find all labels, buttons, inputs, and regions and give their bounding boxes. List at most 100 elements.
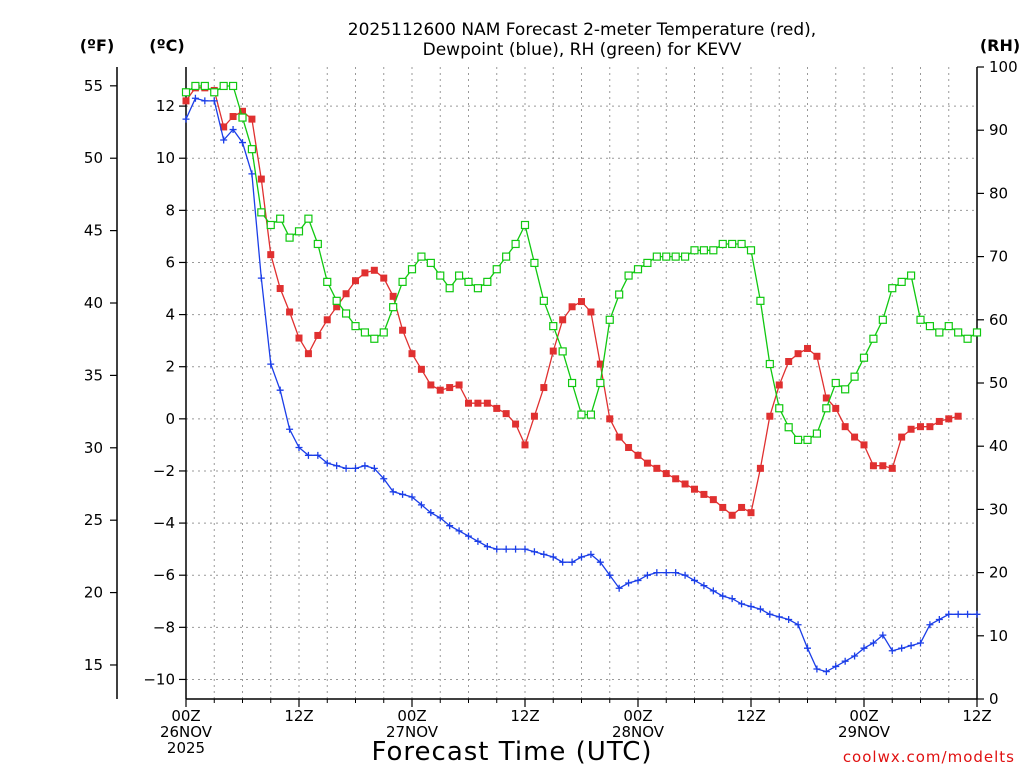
temperature-point — [813, 352, 821, 360]
dewpoint-point — [201, 97, 209, 105]
x-tick-label: 26NOV — [160, 723, 213, 741]
rh-point — [690, 246, 699, 255]
chart-title: 2025112600 NAM Forecast 2-meter Temperat… — [348, 20, 816, 40]
dewpoint-point — [182, 115, 190, 123]
temperature-point — [747, 509, 755, 517]
temperature-point — [276, 285, 284, 293]
dewpoint-point — [568, 558, 576, 566]
temperature-point — [512, 420, 520, 428]
temperature-point — [568, 303, 576, 311]
dewpoint-point — [935, 616, 943, 624]
temperature-point — [220, 123, 228, 131]
temperature-point — [483, 399, 491, 407]
temperature-point — [521, 441, 529, 449]
dewpoint-point — [220, 136, 228, 144]
celsius-tick-label: −10 — [143, 670, 175, 688]
series-temperature — [182, 84, 962, 519]
temperature-point — [559, 316, 567, 324]
rh-point — [436, 271, 445, 280]
rh-point — [181, 88, 191, 97]
temperature-point — [709, 496, 717, 504]
dewpoint-point — [747, 602, 755, 610]
dewpoint-point — [455, 527, 463, 535]
temperature-point — [257, 175, 265, 183]
temperature-point — [493, 404, 501, 412]
rh-point — [662, 252, 671, 261]
dewpoint-point — [333, 462, 341, 470]
rh-point — [699, 246, 709, 255]
celsius-tick-label: 6 — [165, 253, 175, 271]
temperature-point — [295, 334, 303, 342]
temperature-point — [333, 303, 341, 311]
temperature-point — [239, 107, 246, 115]
rh-point — [473, 284, 483, 293]
temperature-point — [643, 459, 651, 467]
dewpoint-point — [239, 139, 246, 147]
dewpoint-point — [436, 514, 444, 522]
dewpoint-point — [276, 386, 284, 394]
dewpoint-point — [389, 488, 397, 496]
rh-tick-label: 50 — [989, 374, 1008, 392]
dewpoint-point — [370, 464, 378, 472]
rh-point — [567, 378, 577, 388]
fahrenheit-tick-label: 30 — [84, 439, 103, 457]
dewpoint-point — [926, 621, 934, 629]
temperature-point — [615, 433, 623, 441]
dewpoint-point — [578, 553, 585, 561]
dewpoint-point — [672, 569, 680, 577]
rh-point — [869, 334, 878, 343]
temperature-point — [860, 441, 868, 449]
temperature-point — [794, 350, 802, 358]
temperature-point — [766, 412, 774, 420]
rh-point — [257, 208, 266, 217]
rh-point — [417, 252, 426, 261]
temperature-point — [229, 113, 237, 121]
dewpoint-point — [427, 509, 435, 517]
temperature-point — [587, 308, 595, 316]
celsius-unit-label: (ºC) — [149, 36, 184, 55]
rh-point — [483, 277, 492, 286]
rh-tick-label: 90 — [989, 121, 1008, 139]
rh-point — [266, 220, 275, 230]
dewpoint-point — [446, 522, 454, 530]
dewpoint-point — [756, 605, 764, 613]
fahrenheit-tick-label: 25 — [84, 511, 103, 529]
rh-point — [916, 315, 925, 324]
rh-point — [718, 239, 727, 249]
temperature-point — [304, 350, 312, 358]
dewpoint-point — [540, 550, 548, 558]
dewpoint-point — [521, 545, 529, 553]
temperature-point — [851, 433, 859, 441]
rh-point — [379, 328, 388, 337]
dewpoint-point — [248, 170, 256, 178]
rh-point — [935, 328, 944, 337]
rh-point — [633, 265, 643, 274]
temperature-point — [719, 503, 727, 511]
temperature-point — [465, 399, 472, 407]
dewpoint-point — [304, 451, 312, 459]
dewpoint-point — [352, 464, 359, 472]
rh-point — [304, 214, 313, 223]
rh-point — [803, 435, 812, 444]
rh-tick-label: 30 — [989, 500, 1008, 518]
temperature-point — [323, 316, 331, 324]
dewpoint-point — [775, 613, 783, 621]
fahrenheit-tick-label: 40 — [84, 294, 103, 312]
dewpoint-point — [851, 652, 859, 660]
rh-point — [464, 277, 473, 286]
temperature-point — [408, 350, 416, 358]
dewpoint-point — [483, 543, 491, 551]
rh-point — [558, 347, 567, 356]
dewpoint-point — [314, 451, 322, 459]
temperature-point — [879, 462, 887, 470]
temperature-point — [596, 360, 604, 368]
temperature-point — [380, 274, 388, 282]
rh-point — [520, 220, 530, 230]
dewpoint-point — [417, 501, 425, 509]
celsius-tick-label: 10 — [156, 149, 175, 167]
x-tick-label: 12Z — [736, 707, 765, 725]
temperature-point — [691, 485, 698, 493]
dewpoint-point — [662, 569, 670, 577]
temperature-point — [728, 511, 736, 519]
dewpoint-point — [888, 647, 896, 655]
